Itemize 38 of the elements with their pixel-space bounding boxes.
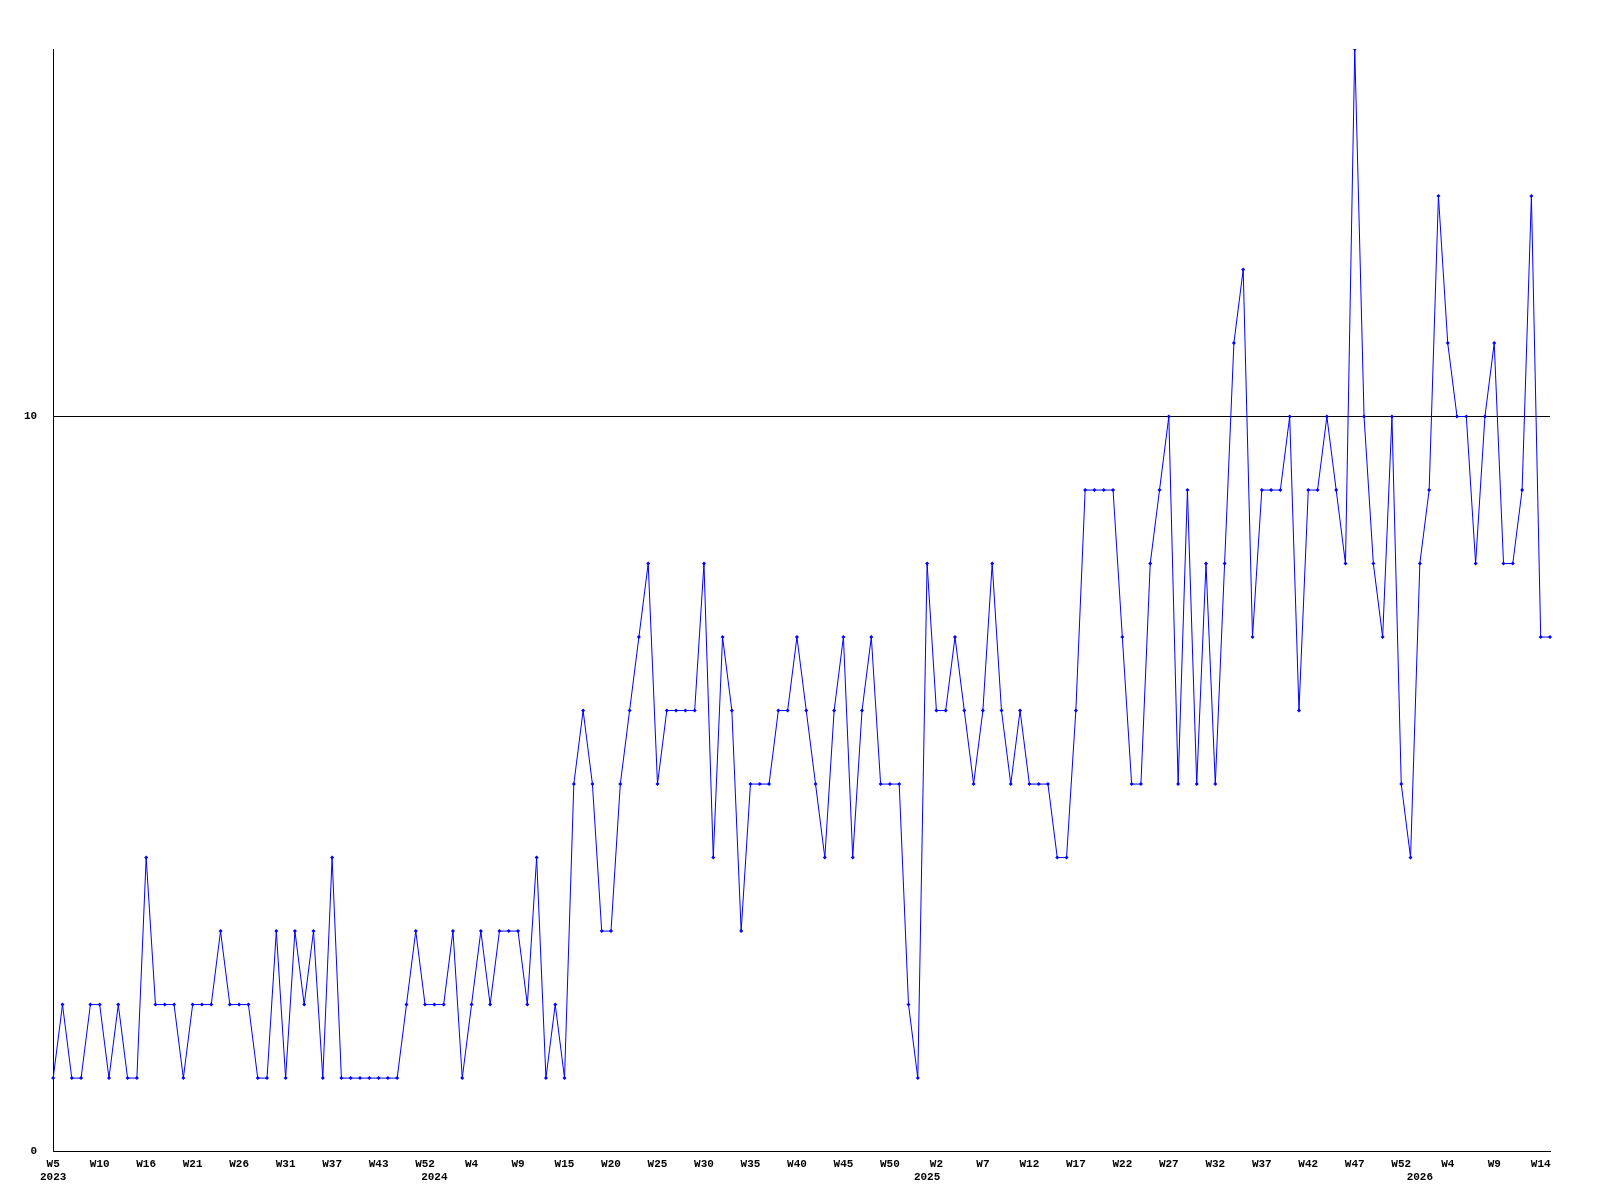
x-tick-label: W52 — [415, 1157, 435, 1170]
x-tick-label: W21 — [182, 1157, 203, 1170]
x-tick-label: W16 — [136, 1157, 157, 1170]
x-tick-label: W32 — [1205, 1157, 1226, 1170]
x-tick-label: W37 — [322, 1157, 343, 1170]
x-tick-label: W12 — [1019, 1157, 1040, 1170]
x-tick-label: W40 — [787, 1157, 807, 1170]
x-tick-label: W35 — [740, 1157, 761, 1170]
x-tick-label: W22 — [1112, 1157, 1133, 1170]
x-tick-label: W10 — [89, 1157, 110, 1170]
x-tick-label: W42 — [1298, 1157, 1319, 1170]
x-tick-label: 2024 — [421, 1171, 448, 1184]
x-tick-label: W9 — [511, 1157, 525, 1170]
x-tick-label: W7 — [976, 1157, 990, 1170]
x-tick-label: W4 — [1441, 1157, 1455, 1170]
x-tick-label: W4 — [464, 1157, 479, 1170]
x-tick-label: W14 — [1530, 1157, 1551, 1170]
x-tick-label: W45 — [833, 1157, 854, 1170]
x-tick-label: W52 — [1391, 1157, 1412, 1170]
x-tick-label: W43 — [368, 1157, 389, 1170]
x-tick-label: W26 — [229, 1157, 250, 1170]
x-tick-label: W47 — [1344, 1157, 1365, 1170]
x-tick-label: W9 — [1487, 1157, 1501, 1170]
y-tick-label: 10 — [24, 410, 38, 423]
x-tick-label: W31 — [275, 1157, 296, 1170]
x-tick-label: 2025 — [913, 1171, 941, 1184]
x-tick-label: W27 — [1158, 1157, 1179, 1170]
y-tick-label: 0 — [30, 1145, 38, 1158]
x-tick-label: W37 — [1251, 1157, 1272, 1170]
x-tick-label: W30 — [694, 1157, 714, 1170]
x-tick-label: W20 — [601, 1157, 621, 1170]
x-tick-label: W5 2023 — [40, 1157, 67, 1184]
x-tick-label: 2026 — [1406, 1171, 1434, 1184]
x-tick-label: W25 — [647, 1157, 668, 1170]
x-tick-label: W50 — [880, 1157, 900, 1170]
x-tick-label: W17 — [1065, 1157, 1086, 1170]
x-tick-label: W2 — [929, 1157, 944, 1170]
x-tick-label: W15 — [554, 1157, 575, 1170]
